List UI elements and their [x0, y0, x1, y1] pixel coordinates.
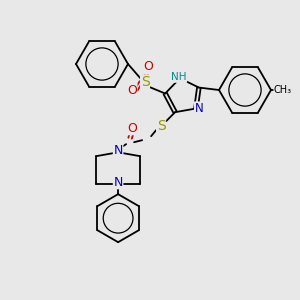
Text: S: S — [157, 119, 166, 133]
Text: CH₃: CH₃ — [274, 85, 292, 95]
Text: S: S — [141, 75, 149, 89]
Text: O: O — [127, 83, 137, 97]
Text: O: O — [127, 122, 137, 135]
Text: N: N — [113, 144, 123, 157]
Text: N: N — [195, 102, 203, 115]
Text: NH: NH — [171, 72, 187, 82]
Text: N: N — [113, 176, 123, 189]
Text: O: O — [143, 61, 153, 74]
